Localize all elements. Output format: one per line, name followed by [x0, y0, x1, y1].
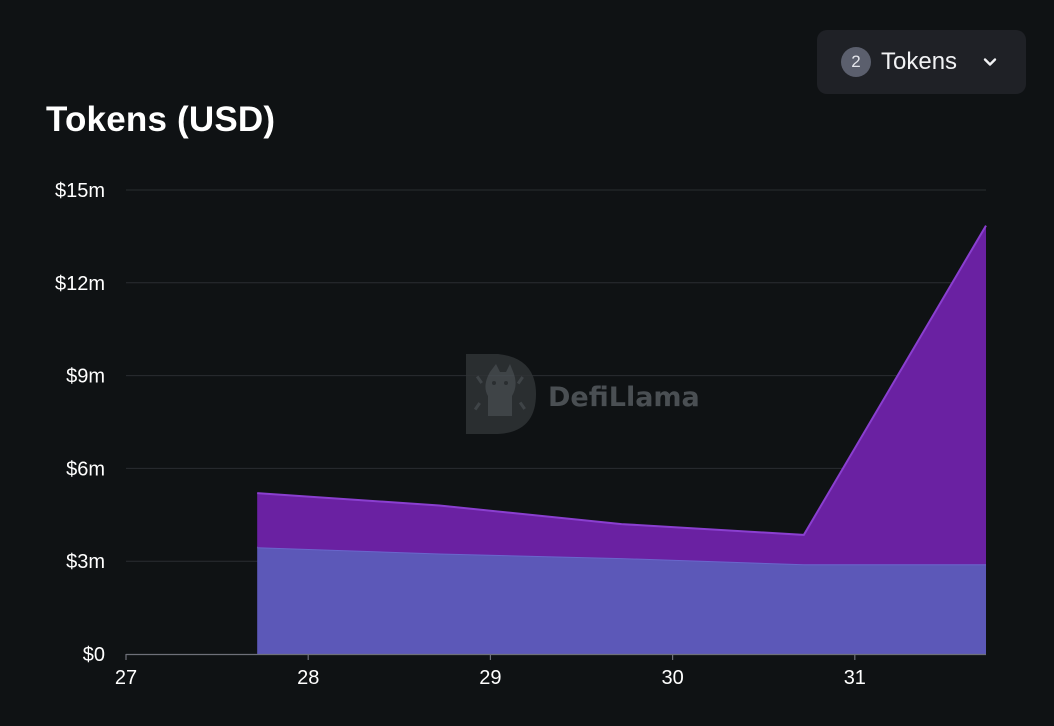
watermark-text: DefiLlama	[548, 382, 700, 413]
area-series-2	[257, 225, 987, 565]
tokens-dropdown-label: Tokens	[881, 48, 958, 75]
tokens-dropdown[interactable]: 2 Tokens	[817, 30, 1026, 94]
chart-title: Tokens (USD)	[46, 100, 276, 139]
y-tick-label: $15m	[55, 180, 105, 202]
token-count-badge: 2	[841, 47, 871, 77]
defillama-watermark: DefiLlama	[466, 354, 700, 434]
y-tick-label: $3m	[66, 551, 105, 573]
chevron-down-icon	[983, 58, 997, 66]
x-tick-label: 28	[297, 667, 319, 689]
y-tick-label: $6m	[66, 458, 105, 480]
axes: $0 $3m $6m $9m $12m $15m 27 28 29 30 31	[55, 180, 986, 689]
x-tick-label: 27	[115, 667, 137, 689]
x-tick-label: 31	[844, 667, 866, 689]
x-tick-label: 30	[661, 667, 683, 689]
area-series	[257, 225, 987, 654]
series-line-2	[257, 225, 987, 536]
y-tick-label: $9m	[66, 366, 105, 388]
area-series-1	[257, 547, 987, 654]
x-tick-label: 29	[479, 667, 501, 689]
y-tick-label: $0	[83, 644, 105, 666]
y-tick-label: $12m	[55, 273, 105, 295]
